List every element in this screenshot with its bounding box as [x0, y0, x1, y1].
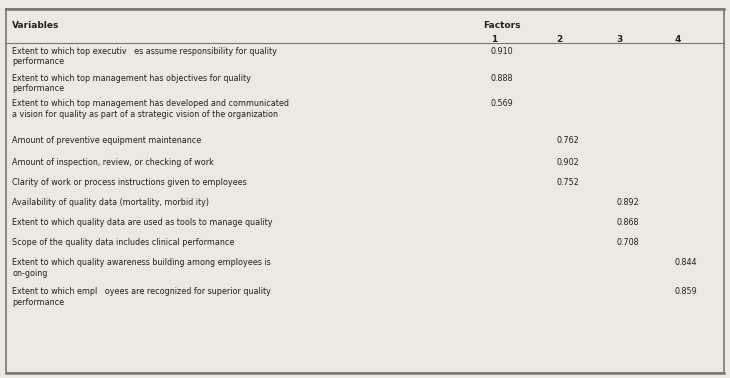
- Text: 0.888: 0.888: [491, 74, 513, 83]
- Text: 0.844: 0.844: [675, 258, 697, 267]
- Text: 0.892: 0.892: [617, 198, 639, 207]
- Text: 0.868: 0.868: [617, 218, 639, 227]
- Text: Availability of quality data (mortality, morbid ity): Availability of quality data (mortality,…: [12, 198, 210, 207]
- Text: Clarity of work or process instructions given to employees: Clarity of work or process instructions …: [12, 178, 247, 187]
- Text: 0.910: 0.910: [491, 47, 513, 56]
- Text: 4: 4: [675, 35, 681, 44]
- Text: 0.569: 0.569: [491, 99, 513, 108]
- Text: Extent to which top management has objectives for quality
performance: Extent to which top management has objec…: [12, 74, 251, 93]
- Text: Extent to which quality awareness building among employees is
on-going: Extent to which quality awareness buildi…: [12, 258, 271, 277]
- Text: 1: 1: [491, 35, 497, 44]
- Text: 0.708: 0.708: [617, 238, 639, 247]
- Text: Extent to which top executiv   es assume responsibility for quality
performance: Extent to which top executiv es assume r…: [12, 47, 277, 66]
- Text: 3: 3: [617, 35, 623, 44]
- Text: Extent to which empl   oyees are recognized for superior quality
performance: Extent to which empl oyees are recognize…: [12, 287, 272, 307]
- Text: 2: 2: [556, 35, 563, 44]
- Text: 0.859: 0.859: [675, 287, 697, 296]
- Text: 0.752: 0.752: [556, 178, 579, 187]
- Text: Amount of inspection, review, or checking of work: Amount of inspection, review, or checkin…: [12, 158, 215, 167]
- Text: 0.902: 0.902: [556, 158, 579, 167]
- Text: Scope of the quality data includes clinical performance: Scope of the quality data includes clini…: [12, 238, 235, 247]
- Text: Extent to which top management has developed and communicated
a vision for quali: Extent to which top management has devel…: [12, 99, 289, 119]
- Text: Factors: Factors: [483, 21, 520, 30]
- Text: Extent to which quality data are used as tools to manage quality: Extent to which quality data are used as…: [12, 218, 273, 227]
- Text: Variables: Variables: [12, 21, 60, 30]
- Text: 0.762: 0.762: [556, 136, 579, 145]
- Text: Amount of preventive equipment maintenance: Amount of preventive equipment maintenan…: [12, 136, 201, 145]
